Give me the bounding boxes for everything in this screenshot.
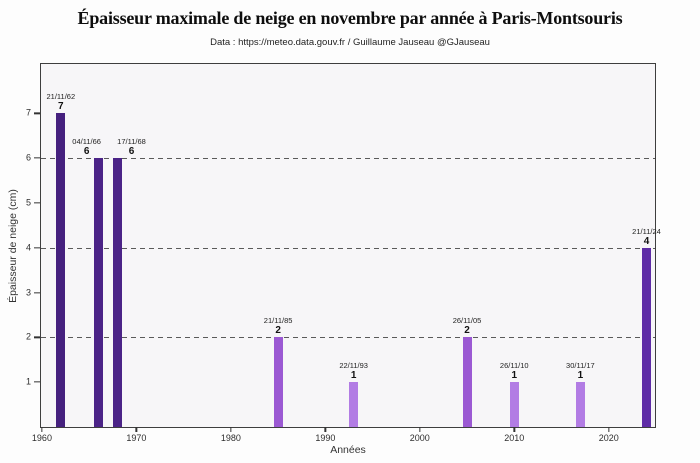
bar-date-label: 21/11/24 — [632, 226, 661, 236]
x-tick-label: 1960 — [31, 433, 52, 443]
bar-value-label: 6 — [128, 146, 135, 158]
y-tick-label: 4 — [25, 242, 31, 253]
bar-date-label: 26/11/05 — [452, 316, 482, 326]
bar — [273, 337, 283, 427]
bar-value-label: 4 — [643, 235, 650, 247]
gridline — [41, 337, 655, 339]
x-tick-mark — [608, 427, 610, 432]
x-tick-mark — [230, 427, 232, 432]
x-tick-mark — [135, 427, 138, 432]
bar-date-label: 26/11/10 — [499, 361, 529, 371]
bar-value-label: 2 — [464, 325, 470, 337]
x-tick-label: 1980 — [220, 433, 241, 443]
y-tick-mark — [34, 247, 40, 249]
x-tick-label: 2020 — [598, 433, 619, 443]
y-axis-label: Épaisseur de neige (cm) — [7, 189, 19, 303]
bar-value-label: 1 — [350, 370, 357, 382]
bar — [641, 247, 651, 427]
bar-value-label: 1 — [511, 370, 518, 382]
y-tick-label: 5 — [25, 197, 31, 208]
x-tick-label: 1990 — [315, 433, 336, 443]
bar-date-label: 17/11/68 — [117, 137, 146, 147]
x-tick-mark — [419, 427, 421, 432]
bar-date-label: 21/11/62 — [46, 92, 76, 102]
bar-date-label: 21/11/85 — [263, 316, 293, 326]
x-axis-label: Années — [330, 444, 366, 456]
y-tick-label: 6 — [25, 152, 31, 163]
gridline — [41, 247, 655, 249]
y-tick-mark — [34, 381, 40, 383]
bar — [462, 337, 472, 427]
bar-date-label: 04/11/66 — [72, 137, 101, 147]
bar — [56, 113, 66, 427]
chart-title: Épaisseur maximale de neige en novembre … — [77, 8, 623, 28]
y-tick-mark — [34, 202, 40, 204]
y-tick-label: 3 — [25, 287, 31, 298]
bar-date-label: 22/11/93 — [339, 361, 368, 371]
y-tick-mark — [34, 112, 40, 114]
bar-value-label: 7 — [58, 101, 64, 113]
x-tick-mark — [41, 427, 43, 432]
y-tick-label: 2 — [25, 331, 31, 342]
x-tick-label: 1970 — [126, 433, 147, 443]
x-tick-mark — [324, 427, 326, 432]
x-tick-label: 2010 — [504, 433, 525, 443]
bar — [349, 382, 359, 427]
bar-date-label: 30/11/17 — [566, 361, 595, 371]
bar — [575, 382, 585, 427]
bar-value-label: 2 — [275, 325, 281, 337]
bar — [509, 382, 519, 427]
y-tick-label: 7 — [25, 107, 31, 118]
gridline — [41, 158, 655, 160]
y-tick-mark — [34, 157, 40, 159]
x-tick-label: 2000 — [409, 433, 430, 443]
y-tick-mark — [34, 291, 40, 294]
bar — [113, 158, 122, 427]
x-tick-mark — [513, 427, 515, 432]
bar-value-label: 1 — [577, 370, 584, 382]
y-tick-mark — [34, 336, 40, 339]
plot-area: 1 2 3 4 5 6 7 1960 1970 1980 1990 2000 2010 2020 7 21/1… — [26, 63, 661, 443]
bar-value-label: 6 — [83, 146, 90, 158]
y-tick-label: 1 — [25, 376, 31, 387]
bar — [94, 158, 104, 427]
chart-subtitle: Data : https://meteo.data.gouv.fr / Guil… — [210, 37, 490, 48]
